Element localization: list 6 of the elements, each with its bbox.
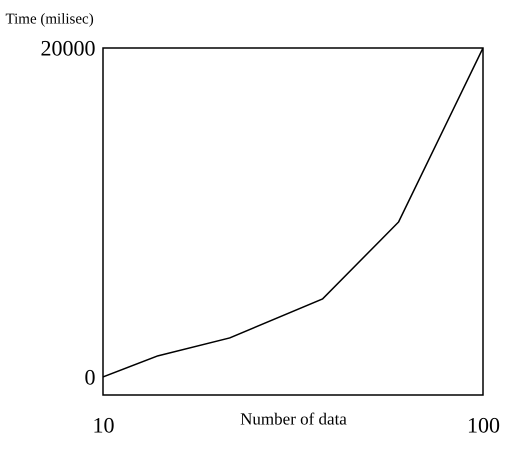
y-tick-label: 0 [84, 364, 96, 390]
x-tick-label: 100 [467, 412, 500, 438]
y-axis-title: Time (milisec) [6, 12, 94, 28]
x-axis-title: Number of data [240, 410, 348, 428]
y-tick-label: 20000 [40, 36, 96, 60]
x-tick-label: 10 [92, 412, 114, 438]
